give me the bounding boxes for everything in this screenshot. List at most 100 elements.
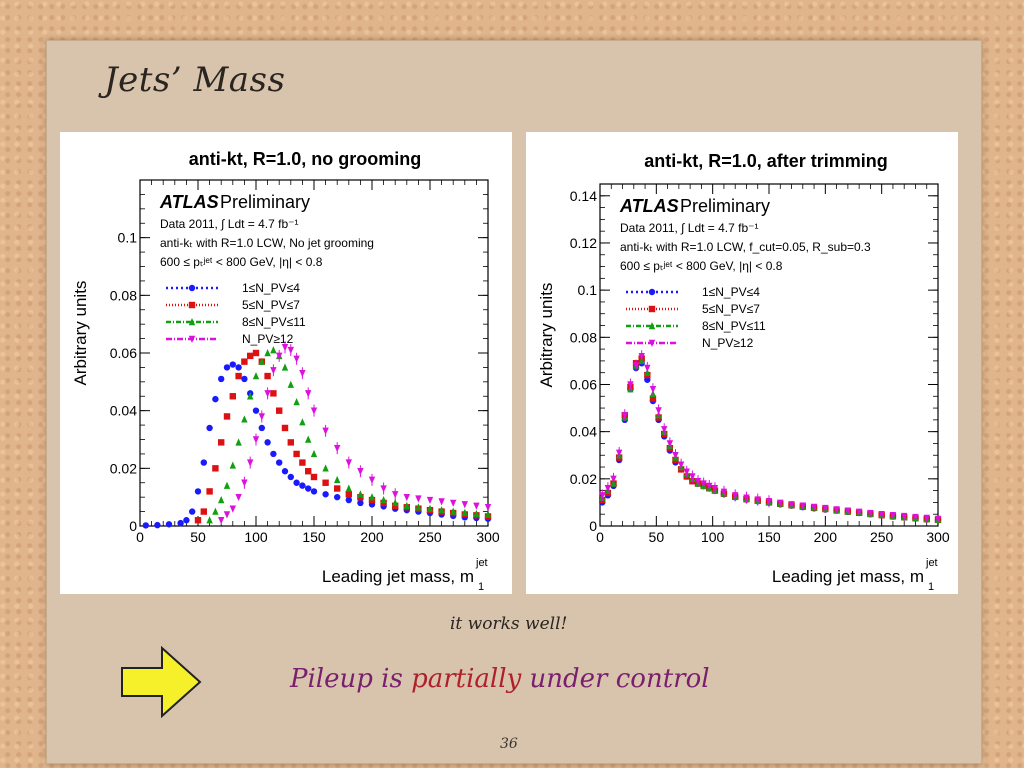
data-point — [438, 506, 445, 514]
data-point — [677, 461, 685, 469]
x-tick-label: 300 — [926, 529, 950, 545]
data-point — [235, 364, 242, 371]
data-point — [380, 496, 387, 504]
chart-title: anti-kt, R=1.0, no grooming — [189, 149, 422, 169]
x-tick-label: 100 — [244, 529, 268, 545]
data-point — [661, 426, 668, 434]
data-point — [270, 346, 277, 354]
data-point — [878, 511, 885, 519]
data-point — [305, 468, 312, 475]
y-tick-label: 0.14 — [570, 188, 597, 204]
data-point — [223, 511, 231, 519]
data-point — [345, 459, 352, 467]
slide-title: Jets’ Mass — [104, 60, 286, 100]
data-point — [450, 507, 457, 515]
series-2 — [206, 346, 492, 524]
data-point — [473, 502, 480, 510]
data-point — [287, 439, 294, 446]
data-point — [305, 435, 312, 443]
data-point — [305, 390, 312, 398]
data-point — [334, 475, 341, 484]
conclusion-highlight: partially — [411, 664, 522, 694]
data-point — [154, 521, 161, 529]
data-point — [743, 494, 750, 502]
data-point — [461, 508, 468, 516]
data-point — [293, 355, 300, 363]
data-point — [649, 395, 657, 402]
legend-entry: N_PV≥12 — [702, 336, 754, 350]
y-tick-label: 0.06 — [570, 376, 597, 392]
atlas-label: ATLAS — [619, 196, 679, 216]
data-point — [241, 375, 248, 383]
data-point — [206, 516, 213, 524]
data-point — [392, 491, 399, 499]
x-tick-label: 200 — [814, 529, 838, 545]
x-tick-label: 200 — [360, 529, 384, 545]
data-point — [403, 501, 410, 510]
data-point — [281, 344, 289, 352]
data-point — [252, 407, 260, 414]
data-point — [438, 498, 445, 506]
data-point — [357, 468, 364, 476]
data-point — [276, 459, 283, 466]
data-point — [212, 465, 219, 472]
y-tick-label: 0 — [589, 518, 597, 534]
data-point — [694, 477, 702, 486]
series-3 — [218, 341, 492, 525]
data-point — [484, 504, 492, 512]
data-point — [229, 393, 236, 400]
data-point — [392, 498, 399, 507]
data-point — [689, 473, 696, 481]
data-point — [299, 482, 306, 489]
data-point — [299, 459, 306, 466]
data-point — [415, 495, 422, 503]
data-point — [322, 427, 329, 435]
data-point — [212, 395, 219, 403]
data-point — [252, 349, 260, 357]
info-line: Data 2011, ∫ Ldt = 4.7 fb⁻¹ — [620, 221, 759, 235]
data-point — [711, 485, 719, 493]
data-point — [281, 363, 289, 371]
legend-marker — [188, 301, 196, 309]
series-3 — [599, 350, 942, 523]
chart-after-trimming: anti-kt, R=1.0, after trimming 0 50 100 150 2… — [537, 151, 950, 593]
data-point — [281, 468, 289, 475]
data-point — [450, 499, 457, 507]
legend-marker — [648, 288, 656, 296]
data-point — [672, 452, 679, 460]
x-tick-label: 300 — [476, 529, 500, 545]
data-point — [345, 484, 352, 492]
legend-marker — [648, 339, 656, 347]
x-tick-label: 250 — [870, 529, 894, 545]
legend-marker — [188, 335, 196, 343]
data-point — [867, 509, 874, 518]
data-point — [310, 407, 318, 415]
data-point — [206, 488, 213, 495]
conclusion-part1: Pileup is — [290, 664, 412, 694]
data-point — [700, 480, 707, 488]
y-tick-label: 0.06 — [110, 345, 137, 361]
data-point — [229, 361, 236, 368]
data-point — [258, 424, 265, 432]
data-point — [604, 485, 612, 493]
data-point — [934, 515, 942, 523]
data-point — [754, 496, 761, 504]
data-point — [310, 488, 318, 495]
chart-panel-no-grooming: anti-kt, R=1.0, no grooming 0 50 100 150 200 2… — [60, 132, 512, 594]
data-point — [901, 512, 908, 521]
y-axis-label: Arbitrary units — [71, 281, 90, 386]
legend-marker — [188, 284, 196, 292]
data-point — [461, 501, 468, 509]
data-point — [218, 375, 225, 383]
x-tick-label: 0 — [596, 529, 604, 545]
y-tick-label: 0.02 — [570, 471, 597, 487]
data-point — [334, 493, 341, 501]
y-tick-label: 0.12 — [570, 235, 597, 251]
legend-entry: 1≤N_PV≤4 — [702, 285, 760, 299]
data-point — [235, 438, 242, 446]
data-point — [706, 482, 713, 490]
data-point — [484, 510, 492, 518]
data-point — [287, 380, 294, 388]
data-point — [666, 440, 674, 448]
data-point — [833, 506, 840, 514]
